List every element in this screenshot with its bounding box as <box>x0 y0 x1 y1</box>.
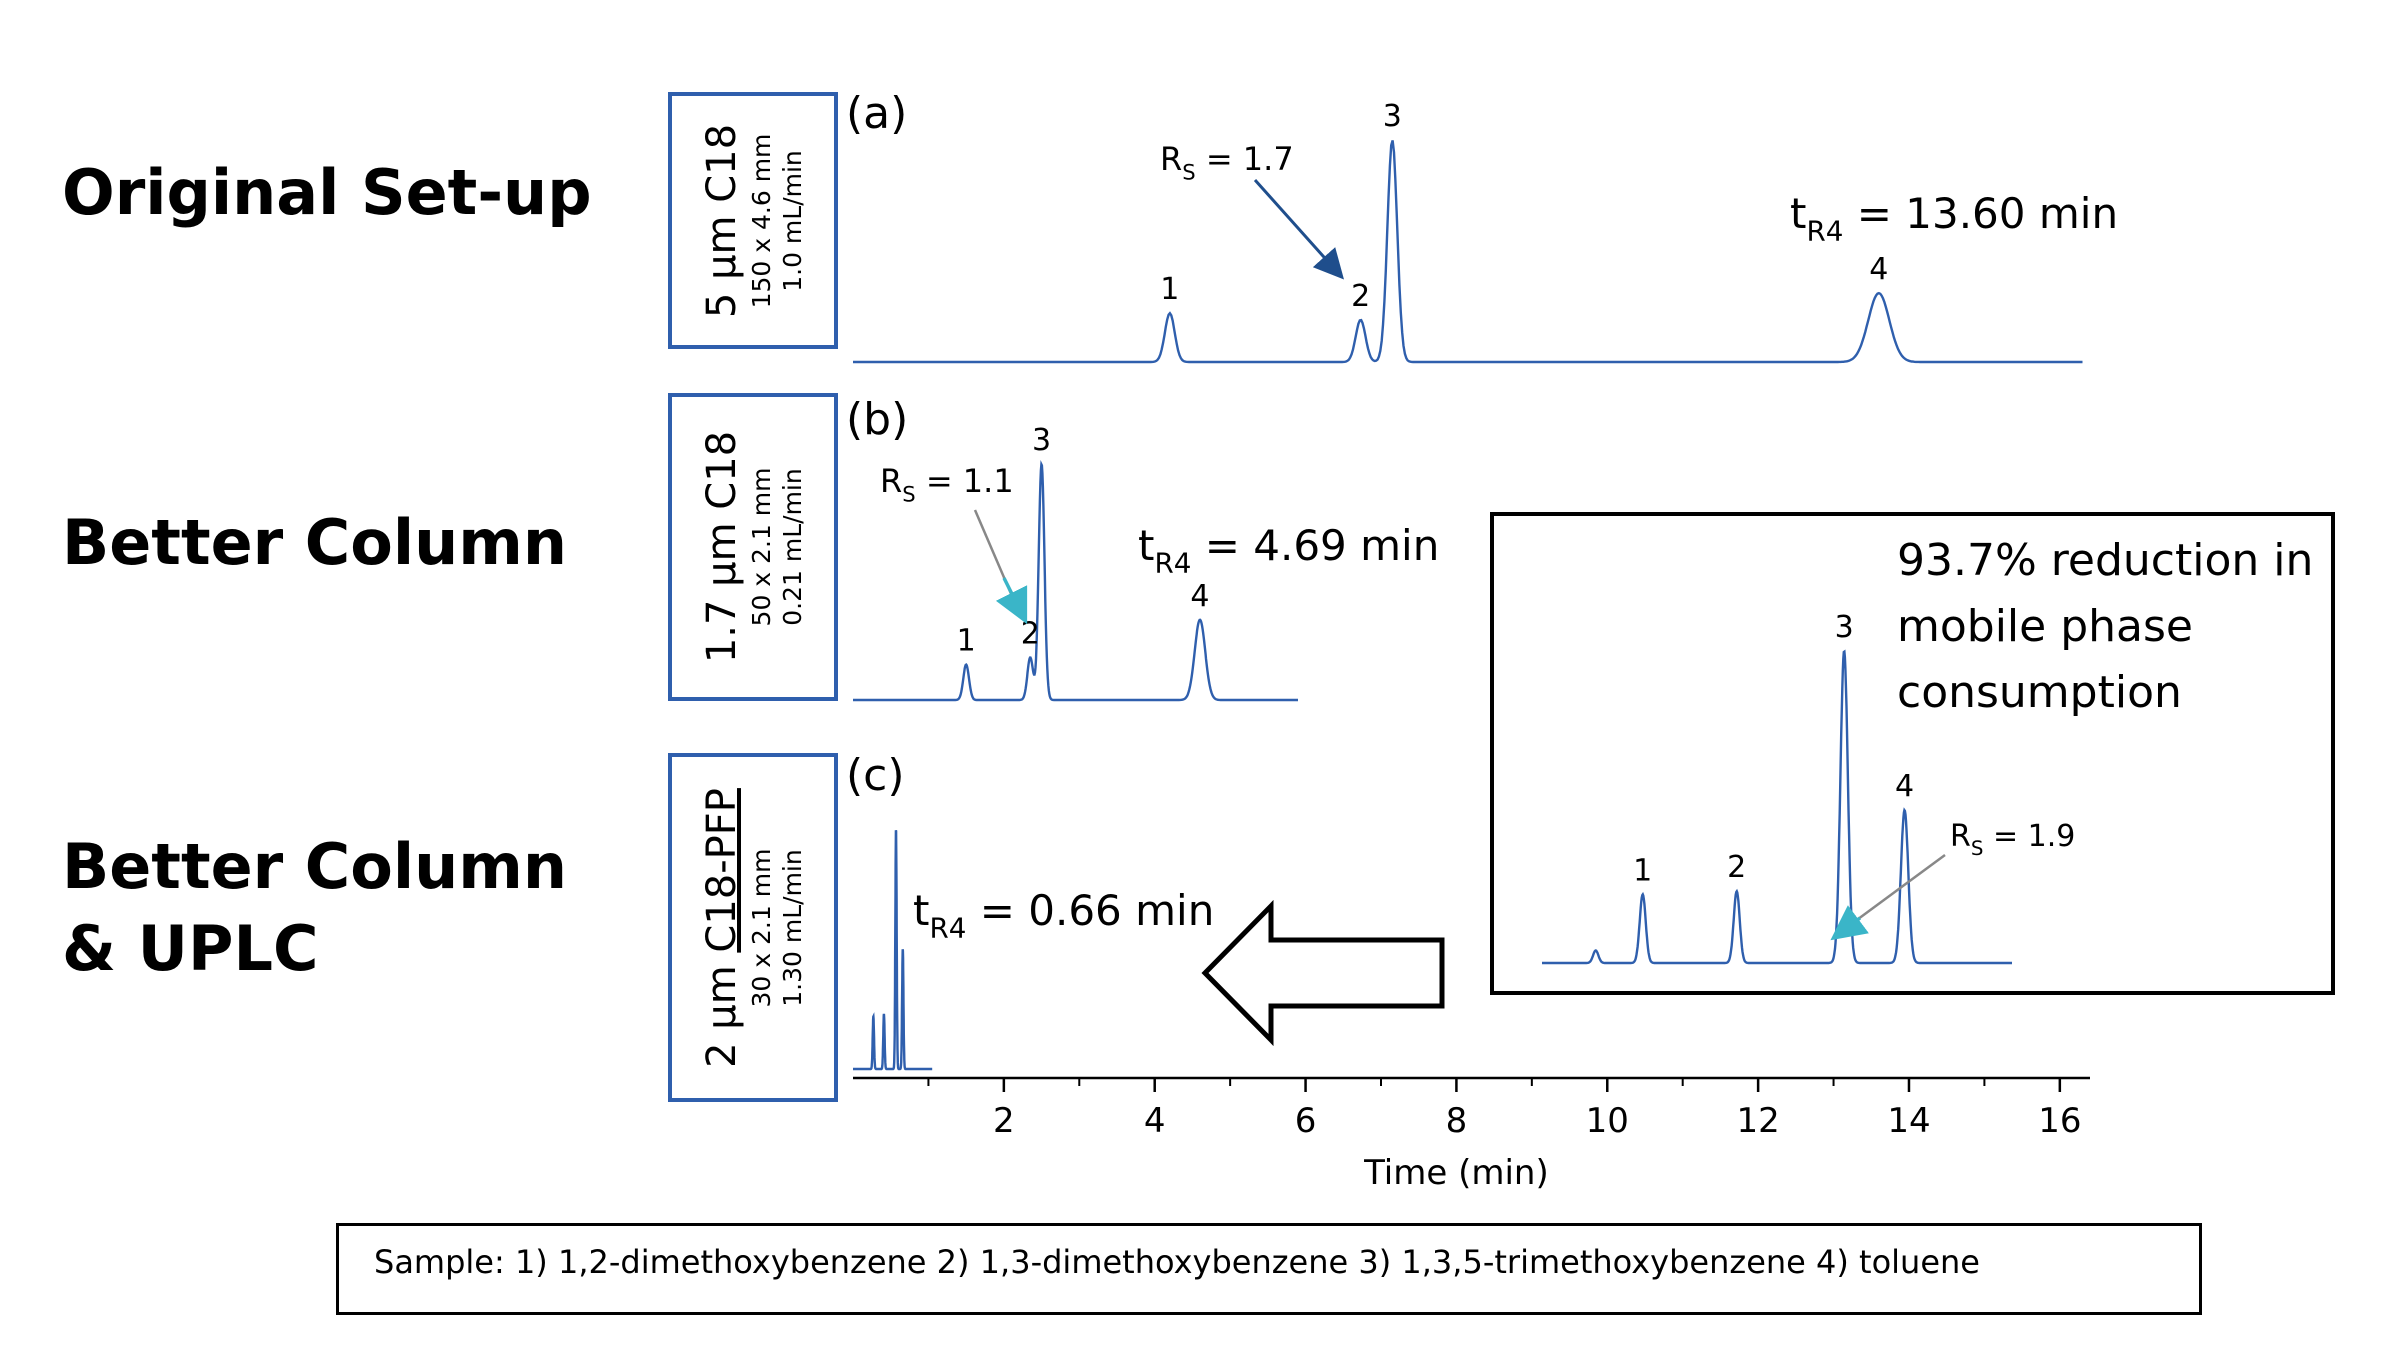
x-axis-title: Time (min) <box>1363 1153 1549 1193</box>
annotation-tr4-a: tR4 = 13.60 min <box>1790 189 2118 248</box>
x-tick-label-6: 6 <box>1295 1101 1317 1141</box>
inset-reduction-text: 93.7% reduction in mobile phase consumpt… <box>1897 535 2314 718</box>
column-box-a: 5 µm C18 150 x 4.6 mm 1.0 mL/min <box>668 92 838 349</box>
column-box-b: 1.7 µm C18 50 x 2.1 mm 0.21 mL/min <box>668 393 838 701</box>
peak-label-a-1: 1 <box>1160 272 1179 307</box>
arrow-rs-a <box>1253 178 1345 280</box>
x-tick-label-10: 10 <box>1586 1101 1629 1141</box>
x-tick-label-12: 12 <box>1736 1101 1779 1141</box>
peak-label-b-4: 4 <box>1190 579 1209 614</box>
annotation-tr4-b: tR4 = 4.69 min <box>1138 521 1439 580</box>
big-left-arrow <box>1201 899 1445 1047</box>
x-tick-label-8: 8 <box>1446 1101 1468 1141</box>
peak-label-a-3: 3 <box>1383 99 1402 134</box>
annotation-rs-a: RS = 1.7 <box>1160 140 1294 185</box>
inset-peak-label-1: 1 <box>1633 853 1652 888</box>
peak-label-b-3: 3 <box>1032 423 1051 458</box>
x-tick-label-2: 2 <box>993 1101 1015 1141</box>
peak-label-a-4: 4 <box>1869 252 1888 287</box>
row-label-better-column: Better Column <box>62 506 568 579</box>
x-tick-label-16: 16 <box>2038 1101 2081 1141</box>
inset-peak-label-2: 2 <box>1727 850 1746 885</box>
sample-legend: Sample: 1) 1,2-dimethoxybenzene 2) 1,3-d… <box>374 1243 1980 1281</box>
peak-label-a-2: 2 <box>1351 279 1370 314</box>
x-tick-label-14: 14 <box>1887 1101 1930 1141</box>
trace-b <box>853 460 1298 702</box>
trace-c <box>853 829 933 1071</box>
annotation-rs-b: RS = 1.1 <box>880 462 1014 507</box>
panel-tag-a: (a) <box>846 88 908 139</box>
inset-rs-arrow-head <box>1830 905 1869 941</box>
row-label-original: Original Set-up <box>62 156 592 229</box>
panel-tag-c: (c) <box>846 750 905 801</box>
peak-label-b-1: 1 <box>957 624 976 659</box>
inset-rs-annotation: RS = 1.9 <box>1950 819 2075 860</box>
arrow-rs-b-head <box>995 577 1028 625</box>
inset-peak-label-3: 3 <box>1835 610 1854 645</box>
inset-peak-label-4: 4 <box>1895 769 1914 804</box>
row-label-better-column-uplc: Better Column & UPLC <box>62 830 568 985</box>
x-tick-label-4: 4 <box>1144 1101 1166 1141</box>
trace-a <box>853 140 2083 364</box>
inset-box <box>1490 512 2335 995</box>
annotation-tr4-c: tR4 = 0.66 min <box>913 886 1214 945</box>
inset-trace <box>1542 649 2012 965</box>
peak-label-b-2: 2 <box>1021 617 1040 652</box>
column-box-c: 2 µm C18-PFP 30 x 2.1 mm 1.30 mL/min <box>668 753 838 1102</box>
sample-box <box>336 1223 2202 1315</box>
inset-rs-arrow-stem <box>1849 853 1946 927</box>
panel-tag-b: (b) <box>846 394 909 445</box>
